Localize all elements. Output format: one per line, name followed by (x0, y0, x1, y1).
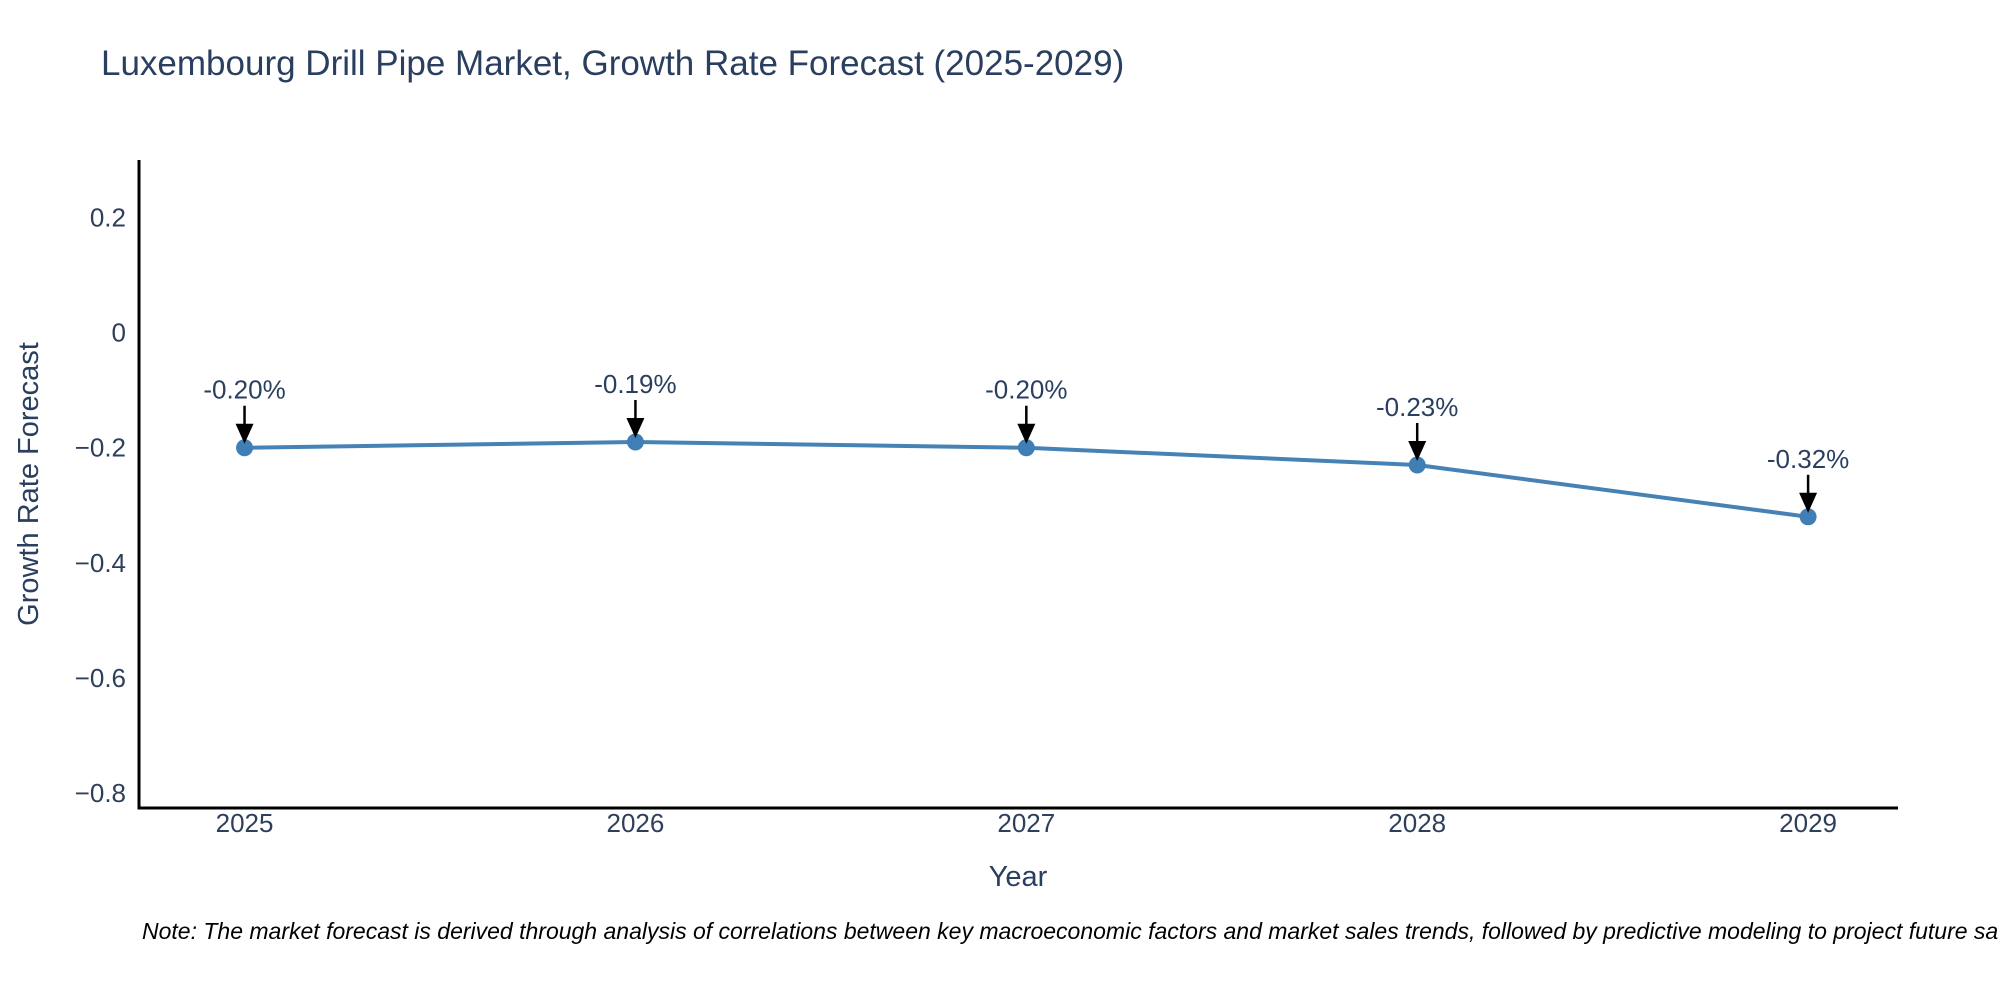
annotation-label: -0.23% (1376, 392, 1458, 422)
x-tick-label: 2027 (997, 808, 1055, 838)
y-tick-label: −0.8 (75, 778, 126, 808)
annotation-arrowhead (235, 423, 254, 444)
annotation-arrowhead (1017, 423, 1036, 444)
annotation-label: -0.20% (985, 375, 1067, 405)
annotation-arrowhead (1408, 441, 1427, 462)
annotation-label: -0.19% (594, 369, 676, 399)
chart-title: Luxembourg Drill Pipe Market, Growth Rat… (101, 44, 1125, 83)
annotation-label: -0.20% (203, 375, 285, 405)
annotation-arrowhead (1799, 492, 1818, 513)
y-tick-label: 0 (112, 318, 126, 348)
x-axis-title: Year (989, 861, 1048, 893)
annotation-label: -0.32% (1767, 444, 1849, 474)
y-tick-label: −0.6 (75, 663, 126, 693)
data-point-2028 (1408, 456, 1426, 474)
data-point-2025 (236, 439, 254, 457)
y-tick-label: 0.2 (90, 203, 126, 233)
x-tick-label: 2028 (1388, 808, 1446, 838)
y-axis-title: Growth Rate Forecast (13, 342, 45, 626)
data-point-2026 (626, 433, 644, 451)
x-tick-label: 2029 (1779, 808, 1837, 838)
y-tick-label: −0.4 (75, 548, 126, 578)
y-tick-label: −0.2 (75, 433, 126, 463)
plot-area: 0.2 0 −0.2 −0.4 −0.6 −0.8 2025 2026 2027 2028 2029… (75, 160, 1898, 838)
annotation-arrowhead (626, 417, 645, 438)
data-point-2027 (1017, 439, 1035, 457)
note-text: Note: The market forecast is derived thr… (142, 918, 1999, 944)
x-tick-label: 2025 (216, 808, 274, 838)
data-point-2029 (1799, 508, 1817, 526)
x-tick-label: 2026 (607, 808, 665, 838)
